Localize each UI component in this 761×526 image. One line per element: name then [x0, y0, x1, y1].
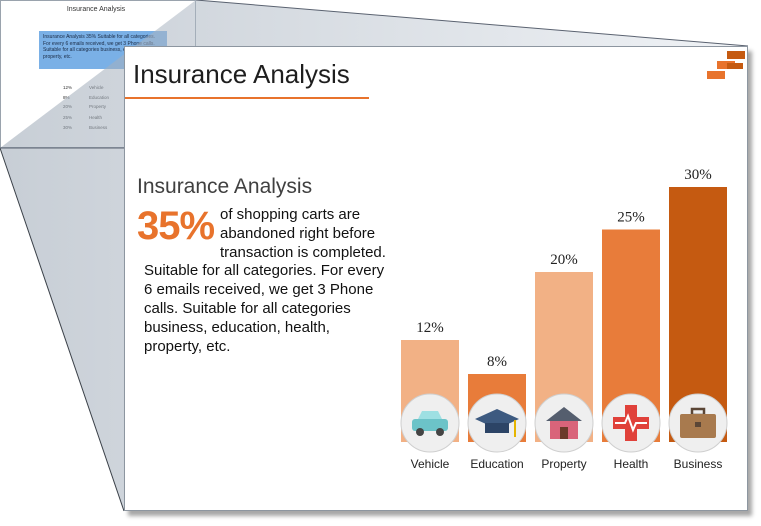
content-heading: Insurance Analysis	[137, 175, 313, 198]
category-label: Education	[470, 457, 523, 471]
bar-value-label: 8%	[487, 354, 507, 370]
graduation-cap-icon	[467, 393, 527, 453]
mini-slide-title: Insurance Analysis	[66, 6, 126, 13]
bar-value-label: 12%	[416, 320, 444, 336]
insurance-bar-chart: 12% Vehicle 8% Education 20% Property 25% Healt…	[400, 167, 728, 471]
bar-value-label: 30%	[684, 167, 712, 183]
bar-value-label: 20%	[550, 252, 578, 268]
briefcase-icon	[668, 393, 728, 453]
body-paragraph: Suitable for all categories. For every 6…	[144, 262, 385, 355]
slide-title: Insurance Analysis	[133, 59, 350, 89]
category-label: Business	[674, 457, 723, 471]
house-icon	[534, 393, 594, 453]
category-label: Property	[541, 457, 586, 471]
category-label: Vehicle	[411, 457, 450, 471]
brand-logo-icon	[707, 51, 745, 79]
headline-percent: 35%	[137, 204, 215, 248]
title-underline	[125, 97, 369, 99]
percent-description: of shopping carts are abandoned right be…	[220, 206, 386, 261]
category-label: Health	[614, 457, 649, 471]
medical-cross-icon	[601, 393, 661, 453]
mini-slide-text-box: Insurance Analysis 35% Suitable for all …	[39, 31, 167, 69]
bar-value-label: 25%	[617, 210, 645, 226]
main-slide: Insurance Analysis Insurance Analysis 35…	[124, 46, 748, 511]
car-icon	[400, 393, 460, 453]
